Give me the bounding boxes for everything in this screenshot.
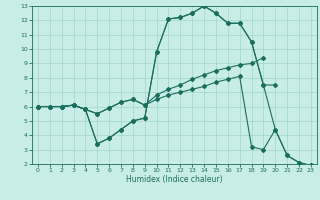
X-axis label: Humidex (Indice chaleur): Humidex (Indice chaleur) (126, 175, 223, 184)
